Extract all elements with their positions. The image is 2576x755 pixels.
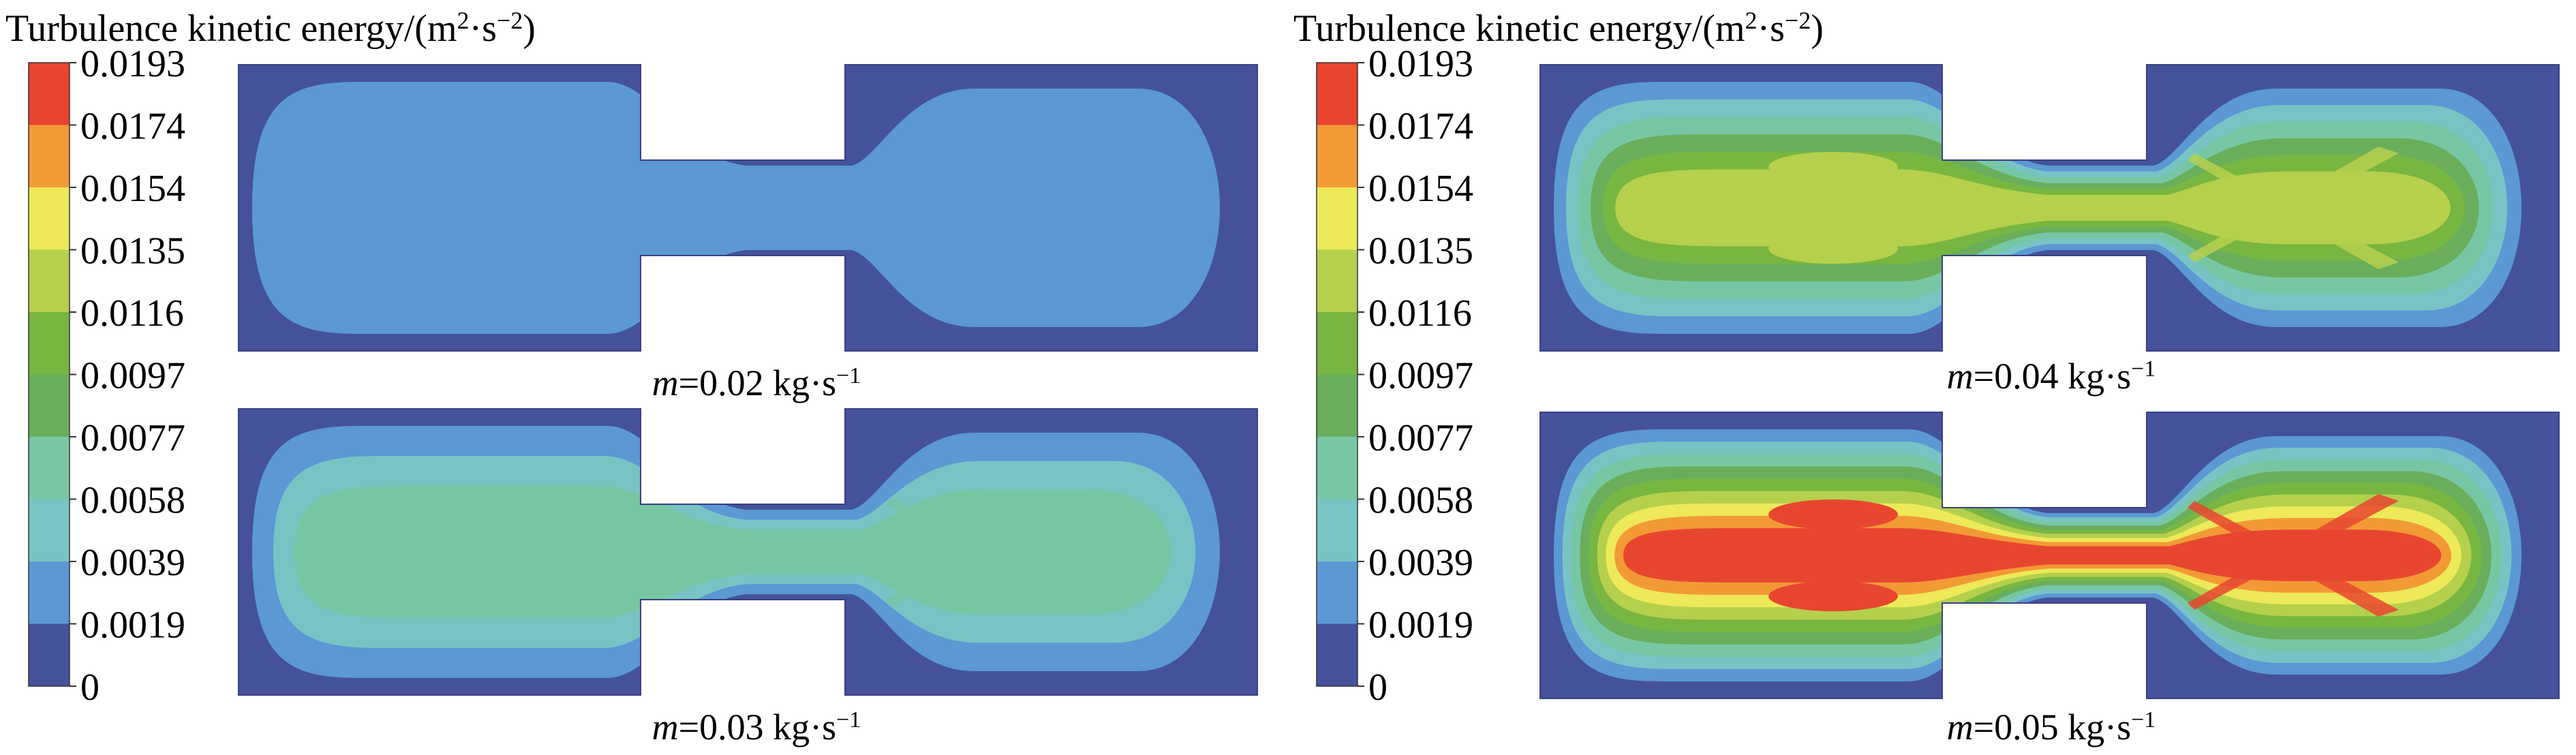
colorbar-tick-label: 0.0174 (1368, 106, 1473, 148)
colorbar-segment (1317, 312, 1358, 375)
panel-left-svg: Turbulence kinetic energy/(m2·s−2) 0.019… (5, 7, 1258, 748)
colorbar-tick-label: 0 (80, 666, 99, 709)
colorbar-title: Turbulence kinetic energy/(m2·s−2) (5, 7, 536, 50)
hot-spot (1768, 234, 1898, 264)
hot-spot (1768, 499, 1898, 529)
colorbar-segment (29, 63, 70, 125)
colorbar-tick-label: 0.0116 (1368, 292, 1472, 335)
colorbar-segment (1317, 63, 1358, 125)
panel-right: Turbulence kinetic energy/(m2·s−2) 0.019… (1288, 0, 2576, 755)
hot-spot (1768, 152, 1898, 182)
domain-outline (1539, 64, 2560, 352)
panel-right-svg: Turbulence kinetic energy/(m2·s−2) 0.019… (1293, 7, 2560, 748)
colorbar-segment (1317, 623, 1358, 687)
colorbar-segment (1317, 499, 1358, 562)
plot-case-2 (238, 408, 1258, 696)
contour-plot-case-4: m=0.05 kg·s−1 (1539, 412, 2560, 748)
svg-text:Turbulence kinetic energy/(m2·: Turbulence kinetic energy/(m2·s−2) (5, 7, 536, 50)
caption-case-1: m=0.02 kg·s−1 (652, 363, 861, 403)
contour-plot-case-2: m=0.03 kg·s−1 (238, 408, 1258, 748)
contour-plot-case-1: m=0.02 kg·s−1 (238, 64, 1258, 403)
colorbar-tick-label: 0.0019 (80, 604, 185, 647)
colorbar-tick-label: 0.0058 (80, 480, 185, 522)
colorbar-segment (1317, 561, 1358, 624)
cross-pattern (2188, 494, 2399, 617)
plot-case-3 (1539, 64, 2560, 352)
colorbar-tick-label: 0.0193 (80, 43, 185, 85)
colorbar-tick-label: 0.0135 (1368, 230, 1473, 273)
colorbar: 0.0193 0.0174 0.0154 0.0135 0.0116 0.0097 0.00… (1316, 43, 1473, 709)
contour-plot-case-3: m=0.04 kg·s−1 (1539, 64, 2560, 397)
panel-left: Turbulence kinetic energy/(m2·s−2) 0.019… (5, 7, 1258, 748)
colorbar-tick-label: 0.0077 (80, 417, 185, 459)
cross-pattern (2188, 147, 2399, 269)
colorbar-tick-label: 0.0193 (1368, 43, 1473, 85)
colorbar-segment (29, 623, 70, 687)
colorbar-title: Turbulence kinetic energy/(m2·s−2) (1293, 7, 1824, 50)
colorbar-tick-label: 0.0116 (80, 292, 184, 335)
colorbar-segment (29, 374, 70, 437)
hot-spot (1768, 581, 1898, 611)
colorbar-tick-label: 0 (1368, 666, 1387, 709)
colorbar-segment (29, 187, 70, 250)
colorbar-segment (29, 312, 70, 375)
colorbar-tick-label: 0.0077 (1368, 417, 1473, 459)
colorbar-tick-label: 0.0097 (1368, 355, 1473, 397)
colorbar-segment (1317, 187, 1358, 250)
colorbar-tick-label: 0.0039 (80, 542, 185, 584)
colorbar-segment (29, 125, 70, 188)
colorbar-segment (29, 249, 70, 313)
colorbar-tick-label: 0.0154 (80, 168, 185, 210)
colorbar-tick-label: 0.0058 (1368, 480, 1473, 522)
caption-case-4: m=0.05 kg·s−1 (1947, 707, 2156, 748)
plot-case-1 (238, 64, 1258, 352)
colorbar-tick-label: 0.0154 (1368, 168, 1473, 210)
colorbar-segment (29, 561, 70, 624)
caption-case-2: m=0.03 kg·s−1 (652, 707, 861, 748)
colorbar-segment (29, 499, 70, 562)
colorbar-segment (1317, 374, 1358, 437)
colorbar-tick-label: 0.0039 (1368, 542, 1473, 584)
colorbar-tick-label: 0.0019 (1368, 604, 1473, 647)
contour-band (1623, 528, 2442, 583)
colorbar-segment (1317, 249, 1358, 313)
colorbar-tick-label: 0.0135 (80, 230, 185, 273)
hot-spot (467, 496, 596, 526)
colorbar-segment (29, 437, 70, 499)
contour-band (252, 82, 1220, 334)
colorbar-segment (1317, 437, 1358, 499)
plot-case-4 (1539, 412, 2560, 699)
hot-spot (467, 578, 596, 608)
colorbar-tick-label: 0.0097 (80, 355, 185, 397)
cross-pattern (886, 491, 1097, 613)
colorbar-tick-label: 0.0174 (80, 106, 185, 148)
domain-outline (238, 408, 1258, 696)
colorbar: 0.0193 0.0174 0.0154 0.0135 0.0116 0.0097 0.00… (28, 43, 185, 709)
caption-case-3: m=0.04 kg·s−1 (1947, 356, 2156, 397)
svg-text:Turbulence kinetic energy/(m2·: Turbulence kinetic energy/(m2·s−2) (1293, 7, 1824, 50)
colorbar-segment (1317, 125, 1358, 188)
domain-outline (1539, 412, 2560, 699)
domain-outline (238, 64, 1258, 352)
